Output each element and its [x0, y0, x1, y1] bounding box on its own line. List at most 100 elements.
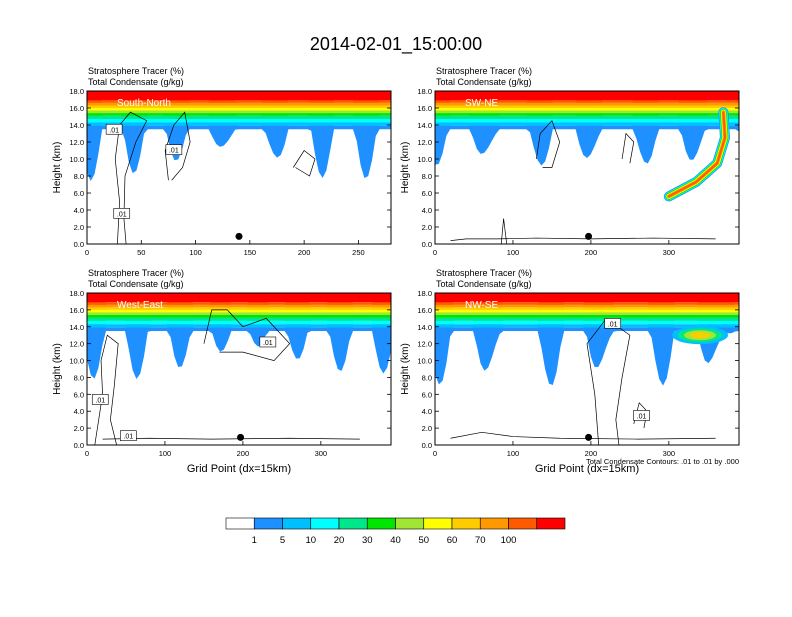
contour-label-box: [91, 394, 109, 405]
colorbar-swatch: [366, 517, 396, 530]
y-axis-label: Height (km): [400, 343, 411, 395]
condensate-contour: [94, 334, 119, 445]
condensate-contour: [621, 132, 635, 164]
contour-label-box: [120, 430, 137, 442]
y-tick-label: 18.0: [417, 289, 432, 298]
location-marker: [585, 433, 593, 441]
x-tick-label: 200: [585, 248, 598, 257]
plot-frame: [434, 292, 740, 446]
subtitle-condensate: Total Condensate (g/kg): [88, 77, 184, 87]
colorbar-label: 50: [418, 535, 429, 546]
y-tick-label: 0.0: [74, 240, 84, 249]
x-tick-label: 50: [137, 248, 145, 257]
y-tick-label: 18.0: [417, 87, 432, 96]
subtitle-condensate: Total Condensate (g/kg): [436, 77, 532, 87]
y-tick-label: 6.0: [74, 390, 84, 399]
y-tick-label: 12.0: [417, 340, 432, 349]
y-tick-label: 2.0: [74, 223, 84, 232]
plot-frame: [86, 292, 392, 446]
colorbar-label: 20: [334, 535, 345, 546]
y-tick-label: 2.0: [422, 223, 432, 232]
contour-label: .01: [169, 148, 179, 155]
y-tick-label: 16.0: [69, 306, 84, 315]
y-tick-label: 16.0: [417, 306, 432, 315]
colorbar-label: 5: [280, 535, 285, 546]
tracer-band: [87, 125, 391, 182]
y-axis-label: Height (km): [400, 142, 411, 194]
condensate-contour: [450, 237, 716, 241]
location-marker: [235, 232, 243, 240]
condensate-contour: [535, 120, 561, 168]
y-tick-label: 18.0: [69, 87, 84, 96]
y-tick-label: 6.0: [422, 189, 432, 198]
x-tick-label: 250: [352, 248, 365, 257]
colorbar-label: 100: [501, 535, 517, 546]
panel-label: SW-NE: [465, 98, 498, 109]
tracer-band: [87, 293, 391, 307]
plot-area: .01 .01: [435, 293, 739, 445]
tracer-band: [435, 91, 739, 104]
colorbar-swatch: [395, 517, 425, 530]
x-tick-label: 300: [315, 449, 328, 458]
x-tick-label: 200: [298, 248, 311, 257]
x-tick-label: 0: [85, 449, 89, 458]
panels: .01 .01 .01 South-North Stratosphere Tracer …: [52, 66, 740, 475]
colorbar-swatch: [451, 517, 481, 530]
y-tick-label: 18.0: [69, 289, 84, 298]
x-axis-label: Grid Point (dx=15km): [535, 463, 639, 475]
x-tick-label: 0: [433, 449, 437, 458]
x-tick-label: 300: [663, 449, 676, 458]
condensate-contour: [203, 309, 291, 361]
contour-label: .01: [123, 434, 133, 441]
condensate-contour: [450, 431, 716, 440]
y-tick-label: 0.0: [422, 441, 432, 450]
y-tick-label: 10.0: [69, 155, 84, 164]
plot-area: .01 .01 .01: [87, 91, 391, 244]
y-tick-label: 8.0: [422, 373, 432, 382]
colorbar-swatch: [479, 517, 509, 530]
colorbar-label: 10: [305, 535, 316, 546]
contour-label-box: [604, 318, 622, 329]
panel-label: West-East: [117, 300, 163, 311]
tracer-band: [87, 307, 391, 328]
y-tick-label: 12.0: [69, 340, 84, 349]
x-tick-label: 150: [244, 248, 257, 257]
x-tick-label: 200: [237, 449, 250, 458]
y-tick-label: 12.0: [417, 138, 432, 147]
y-tick-label: 6.0: [74, 189, 84, 198]
location-marker: [585, 232, 593, 240]
y-tick-label: 16.0: [69, 104, 84, 113]
y-tick-label: 14.0: [417, 121, 432, 130]
colorbar-swatch: [253, 517, 283, 530]
contour-label-box: [113, 208, 131, 219]
y-tick-label: 4.0: [422, 206, 432, 215]
colorbar-swatch: [423, 517, 453, 530]
contour-label: .01: [637, 413, 647, 420]
y-tick-label: 4.0: [74, 206, 84, 215]
y-axis-label: Height (km): [52, 142, 63, 194]
tracer-band: [87, 304, 391, 321]
location-marker: [237, 433, 245, 441]
x-tick-label: 100: [507, 449, 520, 458]
tracer-band: [435, 327, 739, 386]
colorbar-label: 70: [475, 535, 486, 546]
y-tick-label: 16.0: [417, 104, 432, 113]
subtitle-tracer: Stratosphere Tracer (%): [88, 268, 184, 278]
contour-label-box: [259, 336, 277, 348]
y-tick-label: 2.0: [74, 424, 84, 433]
contour-label-box: [165, 144, 183, 155]
x-tick-label: 200: [585, 449, 598, 458]
subtitle-condensate: Total Condensate (g/kg): [436, 279, 532, 289]
colorbar-label: 40: [390, 535, 401, 546]
subtitle-tracer: Stratosphere Tracer (%): [88, 66, 184, 76]
subtitle-tracer: Stratosphere Tracer (%): [436, 268, 532, 278]
y-tick-label: 12.0: [69, 138, 84, 147]
y-tick-label: 10.0: [69, 357, 84, 366]
tracer-band: [87, 302, 391, 314]
plot-frame: [86, 90, 392, 245]
x-tick-label: 100: [189, 248, 202, 257]
y-tick-label: 10.0: [417, 357, 432, 366]
subtitle-condensate: Total Condensate (g/kg): [88, 279, 184, 289]
tracer-plume: [667, 111, 726, 198]
